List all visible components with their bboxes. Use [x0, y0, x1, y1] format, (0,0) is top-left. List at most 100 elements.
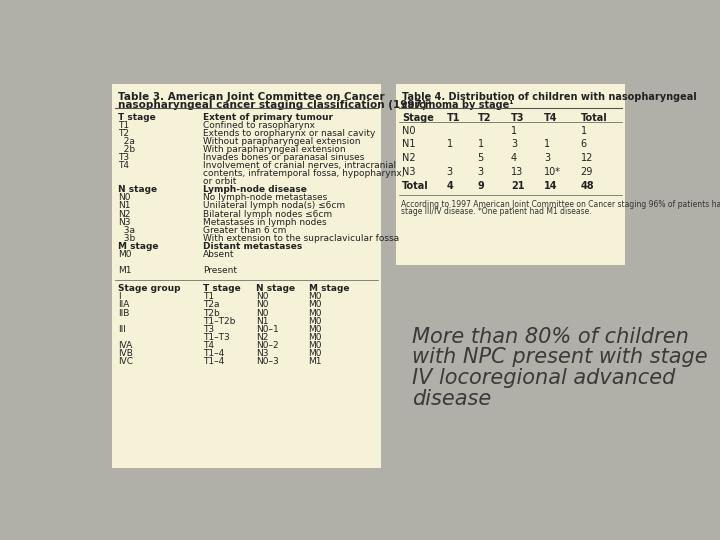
Text: 2b: 2b	[118, 145, 135, 154]
Text: Bilateral lymph nodes ≤6cm: Bilateral lymph nodes ≤6cm	[203, 210, 332, 219]
Text: N2: N2	[402, 153, 416, 163]
Text: T1: T1	[446, 113, 460, 123]
Text: M0: M0	[118, 250, 132, 259]
Text: N0–3: N0–3	[256, 357, 279, 366]
Text: 1: 1	[544, 139, 550, 150]
Text: T4: T4	[118, 161, 129, 170]
Text: N stage: N stage	[118, 185, 157, 194]
Text: Stage group: Stage group	[118, 284, 181, 293]
FancyBboxPatch shape	[112, 84, 382, 468]
Text: Unilateral lymph noda(s) ≤6cm: Unilateral lymph noda(s) ≤6cm	[203, 201, 346, 211]
Text: Stage: Stage	[402, 113, 434, 123]
Text: M0: M0	[309, 300, 322, 309]
Text: N0–2: N0–2	[256, 341, 279, 350]
Text: 4: 4	[446, 181, 454, 191]
Text: 6: 6	[580, 139, 587, 150]
Text: M0: M0	[309, 308, 322, 318]
Text: 3b: 3b	[118, 234, 135, 243]
Text: N3: N3	[402, 167, 416, 177]
Text: N0: N0	[256, 300, 269, 309]
Text: Extends to oropharynx or nasal cavity: Extends to oropharynx or nasal cavity	[203, 129, 376, 138]
Text: T1–T3: T1–T3	[203, 333, 230, 342]
Text: I: I	[118, 292, 120, 301]
Text: Metastases in lymph nodes: Metastases in lymph nodes	[203, 218, 327, 227]
Text: 3: 3	[477, 167, 484, 177]
Text: T stage: T stage	[118, 112, 156, 122]
Text: 29: 29	[580, 167, 593, 177]
Text: No lymph-node metastases: No lymph-node metastases	[203, 193, 328, 202]
Text: 1: 1	[510, 126, 517, 136]
Text: 3: 3	[510, 139, 517, 150]
Text: disease: disease	[412, 389, 491, 409]
Text: 1: 1	[446, 139, 453, 150]
Text: T1–4: T1–4	[203, 357, 225, 366]
Text: T1: T1	[118, 120, 129, 130]
Text: 1: 1	[477, 139, 484, 150]
Text: or orbit: or orbit	[203, 177, 237, 186]
Text: M0: M0	[309, 349, 322, 358]
Text: T2b: T2b	[203, 308, 220, 318]
Text: N stage: N stage	[256, 284, 295, 293]
Text: 5: 5	[477, 153, 484, 163]
Text: T1: T1	[203, 292, 215, 301]
Text: carcinoma by stage¹: carcinoma by stage¹	[402, 100, 514, 110]
Text: IVA: IVA	[118, 341, 132, 350]
Text: M0: M0	[309, 325, 322, 334]
Text: Total: Total	[580, 113, 608, 123]
Text: N1: N1	[402, 139, 416, 150]
Text: M0: M0	[309, 341, 322, 350]
Text: N0: N0	[118, 193, 130, 202]
Text: IV locoregional advanced: IV locoregional advanced	[412, 368, 675, 388]
Text: 3: 3	[544, 153, 550, 163]
Text: Table 4. Distribution of children with nasopharyngeal: Table 4. Distribution of children with n…	[402, 92, 697, 102]
Text: IVC: IVC	[118, 357, 133, 366]
Text: 4: 4	[510, 153, 517, 163]
Text: 1: 1	[580, 126, 587, 136]
Text: N1: N1	[118, 201, 130, 211]
Text: 3a: 3a	[118, 226, 135, 235]
Text: III: III	[118, 325, 126, 334]
Text: M1: M1	[309, 357, 322, 366]
Text: nasopharyngeal cancer staging classification (1997)²: nasopharyngeal cancer staging classifica…	[118, 100, 431, 110]
Text: IVB: IVB	[118, 349, 132, 358]
Text: According to 1997 American Joint Committee on Cancer staging 96% of patients had: According to 1997 American Joint Committ…	[401, 200, 720, 208]
Text: N0–1: N0–1	[256, 325, 279, 334]
Text: N2: N2	[256, 333, 269, 342]
Text: T2a: T2a	[203, 300, 220, 309]
Text: Involvement of cranial nerves, intracranial: Involvement of cranial nerves, intracran…	[203, 161, 396, 170]
Text: contents, infratemporal fossa, hypopharynx,: contents, infratemporal fossa, hypophary…	[203, 169, 405, 178]
Text: Greater than 6 cm: Greater than 6 cm	[203, 226, 287, 235]
Text: 9: 9	[477, 181, 485, 191]
FancyBboxPatch shape	[396, 84, 625, 265]
Text: T1–4: T1–4	[203, 349, 225, 358]
Text: 12: 12	[580, 153, 593, 163]
Text: Confined to rasopharynx: Confined to rasopharynx	[203, 120, 315, 130]
Text: More than 80% of children: More than 80% of children	[412, 327, 688, 347]
Text: Lymph-node disease: Lymph-node disease	[203, 185, 307, 194]
Text: With parapharyngeal extension: With parapharyngeal extension	[203, 145, 346, 154]
Text: M0: M0	[309, 333, 322, 342]
Text: IIB: IIB	[118, 308, 130, 318]
Text: Total: Total	[402, 181, 429, 191]
Text: N3: N3	[256, 349, 269, 358]
Text: M stage: M stage	[118, 242, 158, 251]
Text: 14: 14	[544, 181, 558, 191]
Text: 21: 21	[510, 181, 524, 191]
Text: 48: 48	[580, 181, 594, 191]
Text: N0: N0	[256, 308, 269, 318]
Text: Absent: Absent	[203, 250, 235, 259]
Text: M0: M0	[309, 292, 322, 301]
Text: T2: T2	[477, 113, 491, 123]
Text: T4: T4	[544, 113, 558, 123]
Text: T stage: T stage	[203, 284, 241, 293]
Text: M0: M0	[309, 316, 322, 326]
Text: M1: M1	[118, 266, 132, 275]
Text: stage III/IV disease. *One patient had M1 disease.: stage III/IV disease. *One patient had M…	[401, 207, 591, 216]
Text: T4: T4	[203, 341, 214, 350]
Text: Without parapharyngeal extension: Without parapharyngeal extension	[203, 137, 361, 146]
Text: N0: N0	[402, 126, 416, 136]
Text: With extension to the supraclavicular fossa: With extension to the supraclavicular fo…	[203, 234, 400, 243]
Text: N2: N2	[118, 210, 130, 219]
Text: with NPC present with stage: with NPC present with stage	[412, 347, 707, 367]
Text: T1–T2b: T1–T2b	[203, 316, 235, 326]
